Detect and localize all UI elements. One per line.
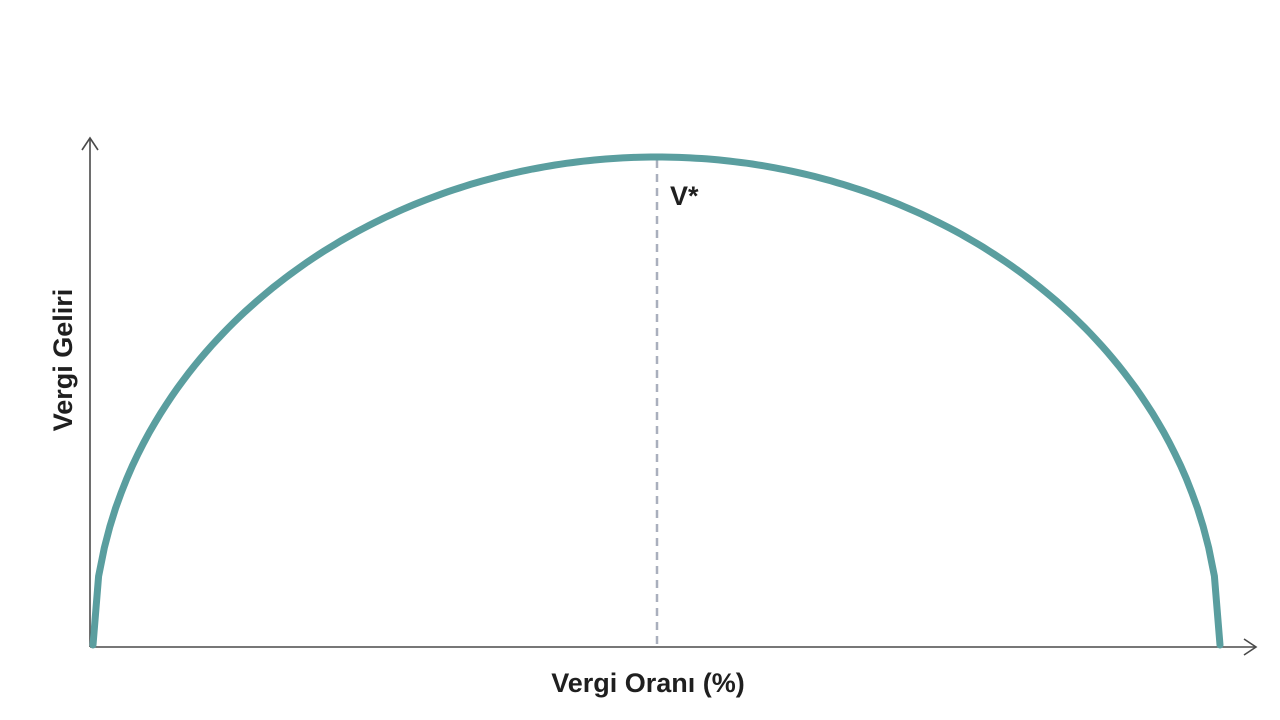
x-axis-label: Vergi Oranı (%) [551, 668, 745, 698]
x-axis-arrowhead [1243, 638, 1258, 656]
y-axis-label: Vergi Geliri [48, 289, 78, 432]
y-axis-arrowhead [81, 136, 99, 151]
tax-revenue-curve [89, 153, 1224, 649]
peak-label: V* [670, 181, 699, 211]
